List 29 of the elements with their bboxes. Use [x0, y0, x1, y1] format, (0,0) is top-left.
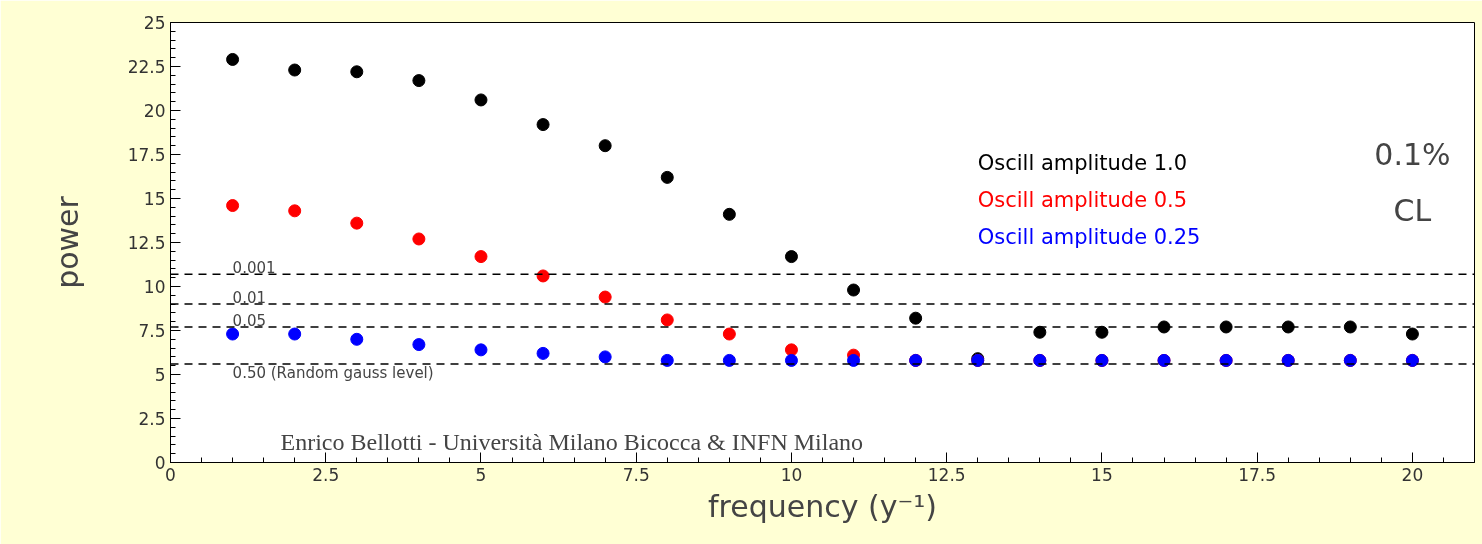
y-tick-label: 20: [143, 101, 166, 121]
y-tick-label: 15: [143, 189, 166, 209]
y-tick-label: 17.5: [127, 145, 166, 165]
x-tick-label: 5: [475, 464, 487, 485]
y-tick-label: 7.5: [138, 321, 166, 341]
y-tick-label: 2.5: [138, 409, 166, 429]
x-axis-title: frequency (y⁻¹): [707, 488, 938, 524]
text: Oscill amplitude 1.0: [977, 151, 1188, 176]
annotation: 0.01: [232, 289, 266, 308]
y-tick-label: 5: [154, 365, 166, 385]
x-tick-label: 10: [780, 464, 803, 485]
y-tick-label: 22.5: [127, 57, 166, 77]
annotation: 0.1% CL: [1374, 137, 1451, 229]
x-tick-label: 2.5: [312, 464, 340, 485]
text: Oscill amplitude 0.25: [977, 225, 1201, 250]
annotation: 0.05: [232, 311, 266, 330]
y-axis-title: power: [49, 195, 85, 289]
x-tick-label: 17.5: [1238, 464, 1277, 485]
annotation: 0.50 (Random gauss level): [232, 363, 434, 382]
x-tick-label: 15: [1091, 464, 1113, 485]
annotation: 0.001: [232, 259, 276, 278]
x-tick-label: 20: [1401, 464, 1424, 485]
text: Oscill amplitude 0.5: [977, 188, 1188, 213]
x-tick-label: 12.5: [927, 464, 966, 485]
y-tick-label: 25: [143, 13, 166, 33]
annotation: Enrico Bellotti - Università Milano Bicocca & INFN Milano: [280, 428, 864, 455]
y-tick-label: 12.5: [127, 233, 166, 253]
y-tick-label: 10: [143, 277, 166, 297]
x-tick-label: 7.5: [622, 464, 650, 485]
